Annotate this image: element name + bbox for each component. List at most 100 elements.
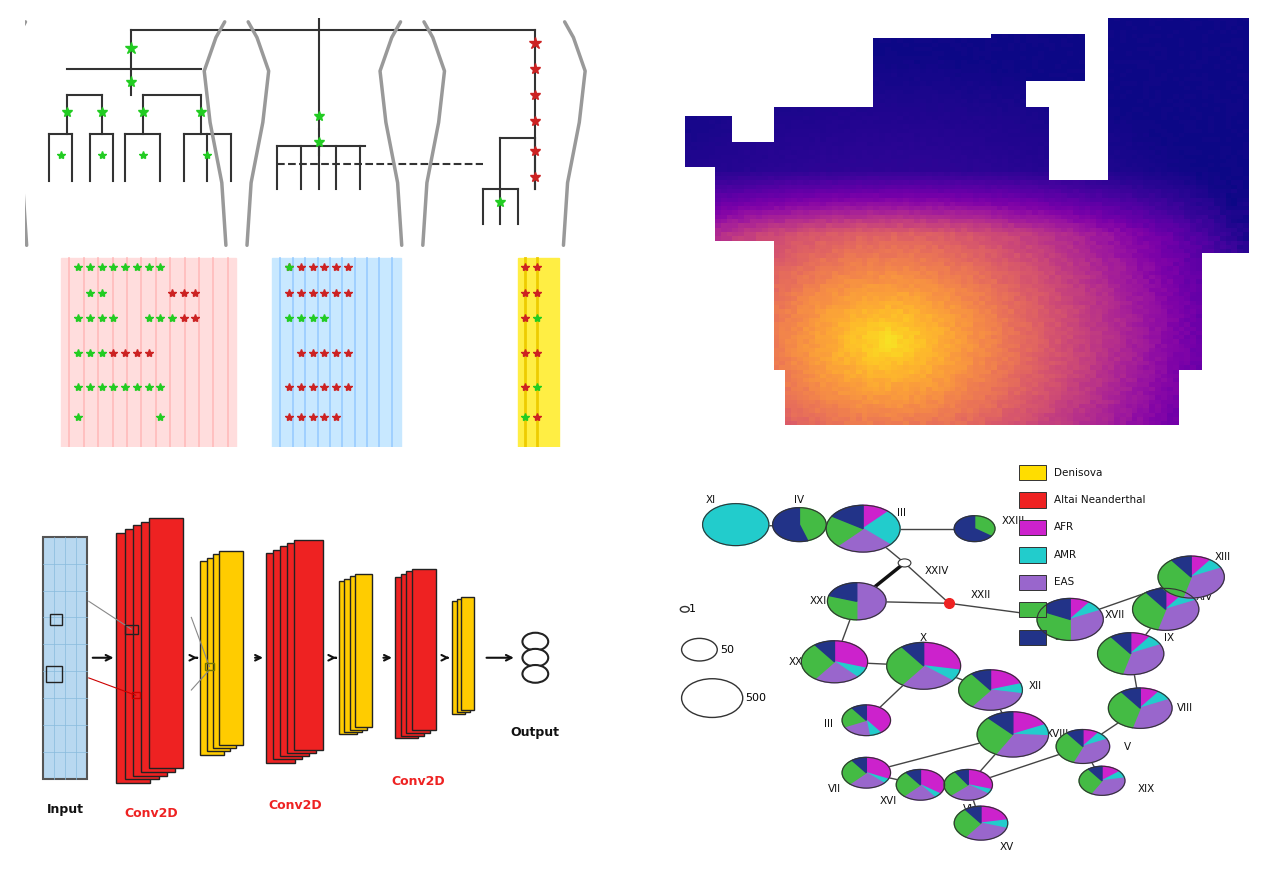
Polygon shape — [1056, 733, 1083, 762]
Circle shape — [682, 638, 717, 661]
Polygon shape — [1013, 712, 1045, 734]
Bar — [1019, 630, 1046, 645]
Text: IV: IV — [795, 496, 804, 505]
Polygon shape — [1140, 692, 1170, 709]
Polygon shape — [1147, 588, 1166, 610]
Polygon shape — [1068, 730, 1083, 746]
Text: XXIII: XXIII — [1001, 516, 1024, 525]
Bar — [1019, 492, 1046, 508]
Polygon shape — [834, 641, 868, 668]
Text: XVII: XVII — [1105, 610, 1125, 620]
Polygon shape — [773, 508, 808, 542]
Bar — [287, 543, 316, 753]
Text: Denisova: Denisova — [1055, 467, 1102, 478]
Polygon shape — [852, 758, 866, 773]
Bar — [61, 258, 237, 447]
Circle shape — [522, 665, 548, 683]
Polygon shape — [838, 529, 891, 552]
Polygon shape — [842, 760, 866, 784]
Bar — [395, 577, 418, 738]
Bar — [413, 568, 436, 730]
Polygon shape — [815, 662, 857, 683]
Text: III: III — [823, 719, 833, 730]
Polygon shape — [1040, 598, 1070, 619]
Bar — [149, 518, 183, 768]
Polygon shape — [866, 720, 880, 736]
Bar — [400, 574, 424, 736]
Polygon shape — [956, 769, 968, 785]
Polygon shape — [1166, 592, 1196, 610]
Polygon shape — [1158, 560, 1191, 597]
Polygon shape — [903, 785, 935, 800]
Text: V: V — [1124, 741, 1131, 752]
Polygon shape — [944, 772, 968, 795]
Polygon shape — [972, 670, 991, 690]
Bar — [219, 552, 243, 745]
Bar — [452, 602, 465, 714]
Polygon shape — [703, 503, 768, 545]
Bar — [461, 597, 474, 710]
Text: VII: VII — [828, 784, 841, 794]
Bar — [206, 558, 231, 752]
Bar — [46, 666, 62, 682]
Text: XI: XI — [706, 496, 715, 505]
Text: XXIV: XXIV — [924, 566, 949, 576]
Polygon shape — [902, 643, 924, 666]
Text: 500: 500 — [745, 693, 766, 703]
Text: Conv2D: Conv2D — [391, 774, 445, 788]
Bar — [125, 529, 158, 779]
Text: Conv2D: Conv2D — [269, 799, 322, 812]
Polygon shape — [1121, 688, 1140, 709]
Text: SAS: SAS — [1055, 632, 1075, 642]
Polygon shape — [954, 809, 981, 837]
Polygon shape — [991, 684, 1022, 694]
Polygon shape — [920, 769, 944, 794]
Polygon shape — [1140, 688, 1159, 709]
Polygon shape — [1108, 692, 1140, 728]
Polygon shape — [1131, 632, 1150, 653]
Circle shape — [680, 607, 689, 612]
Text: Altai Neanderthal: Altai Neanderthal — [1055, 495, 1145, 505]
Polygon shape — [1070, 598, 1089, 619]
Circle shape — [898, 559, 911, 567]
Polygon shape — [924, 643, 961, 670]
Bar — [294, 540, 324, 750]
Bar — [205, 663, 214, 670]
Text: XVIII: XVIII — [1046, 730, 1069, 739]
Bar — [273, 550, 302, 759]
Polygon shape — [800, 508, 826, 541]
Polygon shape — [827, 517, 864, 545]
Polygon shape — [1131, 637, 1161, 653]
Polygon shape — [1166, 588, 1185, 610]
Polygon shape — [866, 705, 891, 732]
Polygon shape — [834, 662, 866, 677]
Polygon shape — [1172, 556, 1191, 577]
Bar — [344, 579, 362, 732]
Text: Conv2D: Conv2D — [124, 807, 177, 820]
Text: XX: XX — [789, 657, 804, 667]
Bar — [1019, 520, 1046, 535]
Text: VI: VI — [963, 804, 973, 814]
Polygon shape — [1158, 601, 1199, 631]
Text: XV: XV — [999, 842, 1014, 852]
Polygon shape — [989, 712, 1013, 734]
Text: Output: Output — [511, 726, 559, 739]
Polygon shape — [842, 708, 866, 727]
Bar — [1019, 465, 1046, 481]
Polygon shape — [1088, 766, 1102, 781]
Polygon shape — [866, 758, 891, 780]
Polygon shape — [920, 785, 940, 797]
Circle shape — [522, 632, 548, 651]
Bar — [271, 258, 400, 447]
Bar — [339, 581, 357, 734]
Polygon shape — [864, 511, 899, 545]
Polygon shape — [977, 718, 1013, 754]
Polygon shape — [954, 516, 991, 542]
Text: 50: 50 — [720, 645, 734, 655]
Polygon shape — [975, 516, 995, 536]
Bar — [406, 572, 429, 733]
Polygon shape — [1133, 700, 1172, 728]
Text: X: X — [920, 632, 927, 643]
Polygon shape — [1184, 568, 1224, 598]
Bar — [349, 576, 367, 730]
